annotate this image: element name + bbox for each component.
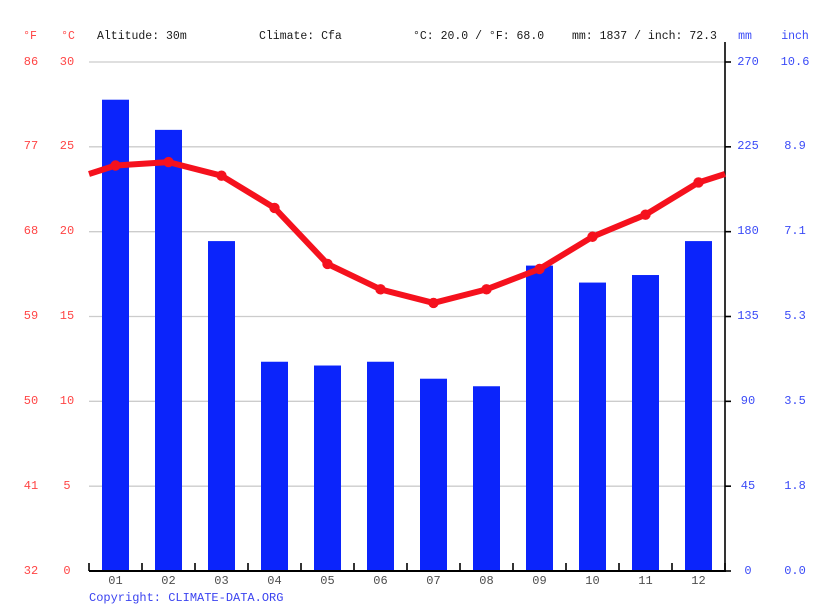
month-label: 03 <box>214 574 229 588</box>
celsius-tick: 15 <box>59 309 75 323</box>
celsius-axis-title: °C <box>61 30 75 43</box>
mm-tick: 270 <box>737 54 759 69</box>
celsius-tick-labels: 30 25 20 15 10 5 0 <box>52 0 82 611</box>
temperature-point <box>587 231 598 242</box>
fahrenheit-axis-title: °F <box>23 30 37 43</box>
precip-bar <box>367 361 394 571</box>
inch-axis-title: inch <box>781 30 809 43</box>
temperature-line <box>88 159 726 306</box>
month-label: 09 <box>532 574 547 588</box>
temperature-point <box>163 156 174 168</box>
fahrenheit-tick: 41 <box>23 478 39 493</box>
fahrenheit-tick: 59 <box>23 309 39 323</box>
mm-tick: 0 <box>744 563 752 578</box>
climate-data-org-link[interactable]: CLIMATE-DATA.ORG <box>168 591 284 605</box>
month-label: 11 <box>638 574 653 588</box>
mm-tick: 45 <box>740 478 756 493</box>
fahrenheit-tick: 77 <box>23 139 39 154</box>
inch-tick: 5.3 <box>784 309 806 323</box>
precip-bar <box>102 99 129 571</box>
inch-tick-labels: 10.6 8.9 7.1 5.3 3.5 1.8 0.0 <box>776 0 814 611</box>
celsius-tick: 10 <box>59 393 75 408</box>
temperature-point <box>428 297 439 309</box>
mm-tick: 225 <box>737 139 759 154</box>
month-label: 02 <box>161 574 176 588</box>
precip-bar <box>314 365 341 571</box>
celsius-tick: 25 <box>59 139 75 154</box>
celsius-tick: 20 <box>59 224 75 239</box>
annual-precipitation-label: mm: 1837 / inch: 72.3 <box>572 30 717 43</box>
inch-tick: 1.8 <box>784 478 806 493</box>
inch-tick: 0.0 <box>784 563 806 578</box>
mm-tick: 90 <box>740 393 756 408</box>
month-label: 08 <box>479 574 494 588</box>
mm-tick: 180 <box>737 224 759 239</box>
celsius-tick: 30 <box>59 54 75 69</box>
month-label: 10 <box>585 574 600 588</box>
fahrenheit-tick-labels: 86 77 68 59 50 41 32 <box>16 0 46 611</box>
month-label: 07 <box>426 574 441 588</box>
mm-tick: 135 <box>737 309 759 323</box>
inch-tick: 3.5 <box>784 393 806 408</box>
month-label: 06 <box>373 574 388 588</box>
mm-tick-labels: 270 225 180 135 90 45 0 <box>733 0 763 611</box>
precip-bar <box>420 378 447 571</box>
mm-axis-title: mm <box>738 30 752 43</box>
temperature-point <box>375 284 386 295</box>
precip-bar <box>208 241 235 571</box>
climate-classification-label: Climate: Cfa <box>259 30 342 43</box>
precip-bar <box>155 129 182 571</box>
celsius-tick: 5 <box>63 478 71 493</box>
inch-tick: 7.1 <box>784 224 806 239</box>
temperature-point <box>640 209 651 220</box>
celsius-tick: 0 <box>63 563 71 578</box>
temperature-point <box>110 160 121 171</box>
month-label: 04 <box>267 574 282 588</box>
temperature-point <box>693 177 704 188</box>
precip-bar <box>473 386 500 571</box>
copyright-line: Copyright: CLIMATE-DATA.ORG <box>89 591 283 605</box>
fahrenheit-tick: 32 <box>23 563 39 578</box>
altitude-label: Altitude: 30m <box>97 30 187 43</box>
fahrenheit-tick: 68 <box>23 224 39 239</box>
precip-bar <box>685 241 712 571</box>
copyright-label: Copyright: <box>89 591 169 605</box>
inch-tick: 10.6 <box>780 54 810 69</box>
inch-tick: 8.9 <box>784 139 806 154</box>
mean-temperature-label: °C: 20.0 / °F: 68.0 <box>413 30 545 43</box>
temperature-point <box>534 263 545 275</box>
precip-bar <box>261 361 288 571</box>
temperature-point <box>322 258 333 270</box>
fahrenheit-tick: 86 <box>23 54 39 69</box>
precip-bar <box>632 275 659 571</box>
precip-bar <box>579 282 606 571</box>
temperature-point <box>269 202 280 214</box>
month-label: 01 <box>108 574 123 588</box>
month-label: 12 <box>691 574 706 588</box>
precip-bar <box>526 265 553 571</box>
temperature-point <box>481 284 492 295</box>
temperature-point <box>216 170 227 181</box>
month-label: 05 <box>320 574 335 588</box>
fahrenheit-tick: 50 <box>23 393 39 408</box>
